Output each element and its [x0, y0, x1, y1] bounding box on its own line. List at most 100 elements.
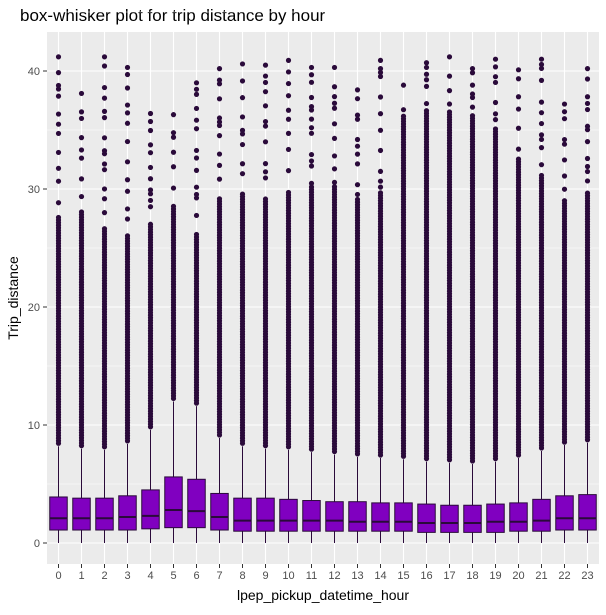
outlier-point-max: [469, 66, 476, 72]
box-iqr: [417, 503, 436, 533]
x-tick-label: 3: [124, 570, 130, 582]
outlier-point: [124, 120, 131, 126]
outlier-point: [216, 133, 223, 139]
outlier-point: [193, 147, 200, 154]
outlier-point: [101, 63, 108, 69]
outlier-point-max: [561, 101, 568, 107]
outlier-point: [147, 191, 154, 197]
outlier-point: [101, 196, 108, 202]
chart-title: box-whisker plot for trip distance by ho…: [20, 6, 326, 25]
outlier-point: [78, 155, 85, 161]
box-iqr: [394, 502, 413, 532]
outlier-point: [170, 130, 177, 136]
outlier-point: [285, 168, 292, 174]
outlier-point: [377, 111, 384, 117]
outlier-point: [101, 148, 108, 154]
outlier-point: [216, 119, 223, 125]
outlier-point: [515, 146, 522, 152]
outlier-point: [561, 186, 568, 192]
box-iqr: [302, 500, 321, 532]
outlier-point: [446, 88, 453, 94]
outlier-point: [469, 91, 476, 97]
outlier-point: [124, 216, 131, 222]
outlier-point: [538, 172, 545, 179]
outlier-points: [170, 112, 177, 402]
outlier-point: [584, 163, 591, 170]
box-iqr: [49, 496, 68, 531]
outlier-points: [78, 90, 85, 449]
outlier-point: [124, 85, 131, 91]
outlier-points: [538, 56, 545, 451]
box-group-hour-23: [578, 66, 597, 543]
outlier-point: [561, 173, 568, 179]
outlier-point: [331, 153, 338, 159]
outlier-point: [538, 162, 545, 168]
outlier-point: [377, 73, 384, 80]
outlier-point: [285, 130, 292, 136]
outlier-point-max: [124, 64, 131, 71]
outlier-point: [308, 79, 315, 85]
outlier-point: [216, 115, 223, 121]
outlier-point: [538, 99, 545, 105]
x-tick-label: 4: [147, 570, 153, 582]
outlier-point: [193, 126, 200, 132]
outlier-point: [147, 127, 154, 134]
outlier-point: [354, 112, 361, 118]
outlier-point: [147, 150, 154, 156]
outlier-point: [239, 95, 246, 101]
outlier-point: [377, 66, 384, 72]
outlier-points: [308, 64, 315, 452]
outlier-point-max: [331, 64, 338, 71]
outlier-points: [262, 62, 269, 449]
outlier-point: [561, 157, 568, 163]
box-group-hour-0: [49, 54, 68, 543]
outlier-point: [584, 94, 591, 100]
outlier-point: [400, 107, 407, 113]
box-group-hour-22: [555, 101, 574, 543]
outlier-point: [262, 161, 269, 167]
x-tick-label: 22: [558, 570, 570, 582]
outlier-point-max: [101, 54, 108, 60]
outlier-point: [216, 162, 223, 168]
outlier-point: [446, 101, 453, 107]
x-tick-label: 7: [216, 570, 222, 582]
outlier-point: [285, 107, 292, 113]
outlier-point-max: [55, 54, 62, 60]
outlier-point: [308, 104, 315, 110]
outlier-point: [561, 141, 568, 147]
outlier-point: [124, 110, 131, 116]
outlier-point: [584, 76, 591, 82]
box-group-hour-6: [187, 80, 206, 543]
outlier-point: [239, 161, 246, 167]
outlier-point: [216, 176, 223, 182]
outlier-point: [423, 100, 430, 107]
outlier-point: [262, 89, 269, 95]
outlier-point: [584, 139, 591, 145]
box-group-hour-5: [164, 112, 183, 543]
outlier-points: [423, 60, 430, 462]
outlier-point: [584, 190, 591, 196]
y-tick-label: 20: [28, 302, 40, 314]
outlier-point: [285, 80, 292, 87]
x-tick-label: 10: [282, 570, 294, 582]
outlier-point: [170, 185, 177, 191]
box-group-hour-3: [118, 64, 137, 543]
outlier-point: [147, 118, 154, 125]
outlier-point: [78, 115, 85, 122]
outlier-point: [147, 204, 154, 210]
outlier-point: [584, 155, 591, 162]
outlier-point: [124, 71, 131, 78]
outlier-point: [101, 210, 108, 216]
outlier-point: [354, 182, 361, 188]
outlier-point: [308, 163, 315, 169]
outlier-point: [584, 106, 591, 113]
outlier-point: [515, 125, 522, 131]
outlier-point-max: [377, 57, 384, 63]
outlier-point: [78, 193, 85, 200]
outlier-point: [262, 79, 269, 86]
outlier-point: [469, 70, 476, 76]
outlier-points: [561, 101, 568, 445]
outlier-points: [55, 54, 62, 446]
outlier-point: [308, 184, 315, 190]
